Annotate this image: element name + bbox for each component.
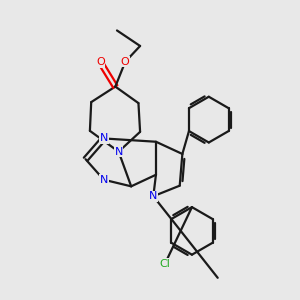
Text: N: N [114,147,123,157]
Text: N: N [100,175,108,185]
Text: Cl: Cl [159,259,170,269]
Text: O: O [121,57,130,67]
Text: O: O [96,58,105,68]
Text: N: N [100,134,108,143]
Text: N: N [149,191,158,201]
